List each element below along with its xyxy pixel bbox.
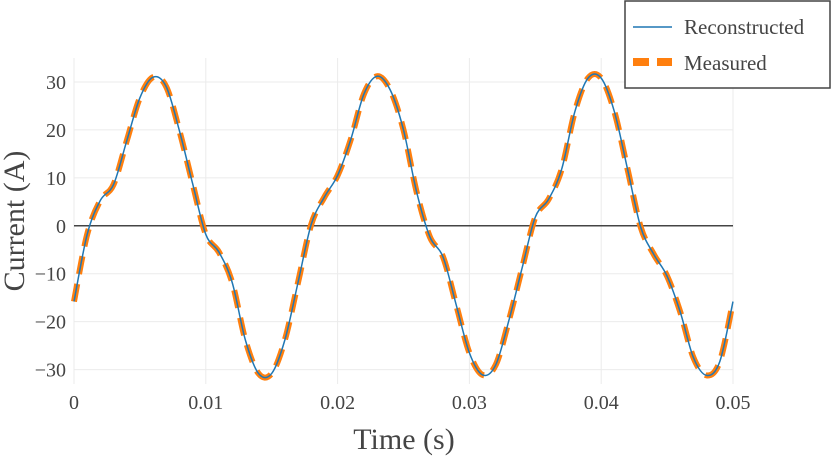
- y-axis-title: Current (A): [0, 151, 31, 292]
- legend: Reconstructed Measured: [624, 0, 831, 89]
- x-tick-label: 0.02: [320, 392, 355, 414]
- y-tick-label: 10: [46, 168, 66, 190]
- x-tick-label: 0.01: [188, 392, 223, 414]
- y-tick-label: −10: [35, 264, 66, 286]
- series-line-reconstructed: [73, 73, 734, 379]
- x-tick-label: 0.03: [452, 392, 487, 414]
- y-tick-label: −30: [35, 360, 66, 382]
- x-tick-label: 0.05: [716, 392, 751, 414]
- y-tick-label: 0: [56, 216, 66, 238]
- x-tick-label: 0: [69, 392, 79, 414]
- legend-box: [624, 0, 831, 89]
- legend-label-measured: Measured: [684, 51, 767, 75]
- tick-labels: 0 0.01 0.02 0.03 0.04 0.05 30 20 10 0 −10 −20 −30: [35, 72, 751, 414]
- y-tick-label: −20: [35, 312, 66, 334]
- y-tick-label: 30: [46, 72, 66, 94]
- series-layer: [71, 70, 736, 381]
- x-axis-title: Time (s): [353, 423, 454, 456]
- legend-label-reconstructed: Reconstructed: [684, 15, 805, 39]
- y-tick-label: 20: [46, 120, 66, 142]
- x-tick-label: 0.04: [584, 392, 619, 414]
